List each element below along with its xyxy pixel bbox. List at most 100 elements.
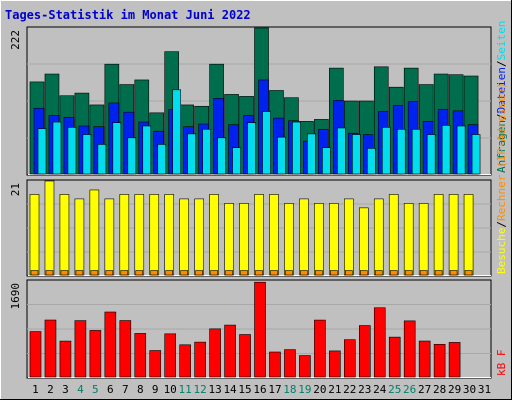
bar-sites-day-12 <box>195 270 203 276</box>
x-tick-label-day-24: 24 <box>373 383 387 396</box>
bar-sites-day-9 <box>150 270 159 276</box>
x-tick-label-day-29: 29 <box>448 383 461 396</box>
bar-sites-day-15 <box>240 270 248 276</box>
bar-pages-day-14 <box>232 147 241 175</box>
x-tick-label-day-2: 2 <box>47 383 54 396</box>
bar-kbytes-day-11 <box>179 344 191 378</box>
bar-visits-day-7 <box>119 194 130 276</box>
bar-kbytes-day-24 <box>373 307 386 378</box>
x-tick-label-day-3: 3 <box>62 383 69 396</box>
bar-visits-day-6 <box>104 198 115 276</box>
bar-kbytes-day-21 <box>329 350 341 378</box>
bar-visits-day-13 <box>209 194 219 276</box>
legend-item: Seiten <box>495 21 508 61</box>
bar-visits-day-1 <box>29 194 40 276</box>
bar-visits-day-11 <box>179 198 189 276</box>
bar-sites-day-7 <box>120 270 129 276</box>
middle-panel-ymax-label: 21 <box>9 183 22 196</box>
bar-visits-day-5 <box>89 189 100 276</box>
bar-visits-day-23 <box>358 207 369 276</box>
bar-visits-day-10 <box>164 194 175 276</box>
bar-visits-day-22 <box>344 198 354 276</box>
bar-kbytes-day-16 <box>254 281 266 378</box>
bar-pages-day-13 <box>217 137 226 175</box>
bar-pages-day-24 <box>381 127 391 175</box>
x-tick-label-day-8: 8 <box>137 383 144 396</box>
x-tick-label-day-12: 12 <box>194 383 207 396</box>
bar-pages-day-30 <box>471 134 481 175</box>
bar-pages-day-17 <box>277 136 286 175</box>
bar-sites-day-22 <box>345 270 353 276</box>
x-tick-label-day-1: 1 <box>32 383 39 396</box>
bar-pages-day-7 <box>127 137 137 175</box>
bar-pages-day-12 <box>202 128 211 175</box>
legend-item: kB F <box>495 350 508 377</box>
bar-visits-day-2 <box>44 180 55 276</box>
bar-pages-day-15 <box>247 122 256 175</box>
bar-kbytes-day-20 <box>314 319 326 378</box>
bar-sites-day-16 <box>255 270 263 276</box>
bar-kbytes-day-27 <box>418 340 431 378</box>
bar-kbytes-day-19 <box>299 355 311 378</box>
bar-kbytes-day-6 <box>104 311 117 378</box>
bar-sites-day-30 <box>464 270 473 276</box>
bar-pages-day-5 <box>97 144 107 175</box>
x-tick-label-day-13: 13 <box>208 383 221 396</box>
bar-kbytes-day-12 <box>194 341 206 378</box>
top-panel-ymax-label: 222 <box>9 30 22 50</box>
bar-pages-day-21 <box>337 127 346 175</box>
x-tick-label-day-4: 4 <box>77 383 84 396</box>
bar-sites-day-1 <box>30 270 39 276</box>
bar-pages-day-25 <box>396 128 406 175</box>
bar-sites-day-11 <box>180 270 188 276</box>
bar-sites-day-13 <box>210 270 218 276</box>
bar-visits-day-21 <box>329 203 339 276</box>
bar-sites-day-6 <box>105 270 114 276</box>
legend-separator: / <box>495 60 508 67</box>
bar-visits-day-18 <box>284 203 294 276</box>
bar-pages-day-27 <box>426 134 436 175</box>
bar-sites-day-5 <box>90 270 99 276</box>
bar-sites-day-27 <box>419 270 428 276</box>
middle-panel: 21 Besuche/Rechner (IP-Adressen) <box>9 82 508 277</box>
bar-pages-day-11 <box>187 133 196 175</box>
bar-kbytes-day-29 <box>448 342 461 378</box>
bar-pages-day-1 <box>37 128 47 175</box>
bar-sites-day-26 <box>404 270 413 276</box>
bar-visits-day-28 <box>433 194 444 276</box>
bar-pages-day-23 <box>366 148 376 175</box>
bar-visits-day-4 <box>74 198 85 276</box>
bar-sites-day-23 <box>359 270 368 276</box>
x-tick-label-day-10: 10 <box>164 383 177 396</box>
bar-kbytes-day-13 <box>209 328 221 378</box>
bar-kbytes-day-26 <box>403 320 416 378</box>
bar-visits-day-20 <box>314 203 324 276</box>
bar-pages-day-4 <box>82 134 92 175</box>
bottom-panel-ymax-label: 1690 <box>9 283 22 310</box>
x-tick-label-day-16: 16 <box>253 383 266 396</box>
middle-panel-legend: Besuche/Rechner (IP-Adressen) <box>495 82 508 274</box>
bar-visits-day-16 <box>254 194 264 276</box>
bar-visits-day-30 <box>463 194 474 276</box>
top-panel-legend: Anfragen/Dateien/Seiten <box>495 21 508 173</box>
bar-kbytes-day-18 <box>284 349 296 378</box>
bar-visits-day-25 <box>388 194 399 276</box>
bar-visits-day-29 <box>448 194 459 276</box>
bar-pages-day-16 <box>262 111 271 175</box>
bar-pages-day-18 <box>292 121 301 175</box>
bar-sites-day-28 <box>434 270 443 276</box>
bar-visits-day-27 <box>418 203 429 276</box>
x-tick-label-day-23: 23 <box>358 383 371 396</box>
bar-kbytes-day-7 <box>119 320 132 378</box>
bar-visits-day-24 <box>373 198 384 276</box>
bar-visits-day-14 <box>224 203 234 276</box>
legend-item: Dateien <box>495 67 508 113</box>
bar-pages-day-10 <box>172 89 182 175</box>
x-tick-label-day-31: 31 <box>478 383 491 396</box>
bar-visits-day-12 <box>194 198 204 276</box>
bar-kbytes-day-2 <box>44 319 57 378</box>
bar-sites-day-21 <box>330 270 338 276</box>
bar-pages-day-26 <box>411 128 421 175</box>
bar-kbytes-day-3 <box>59 340 72 378</box>
